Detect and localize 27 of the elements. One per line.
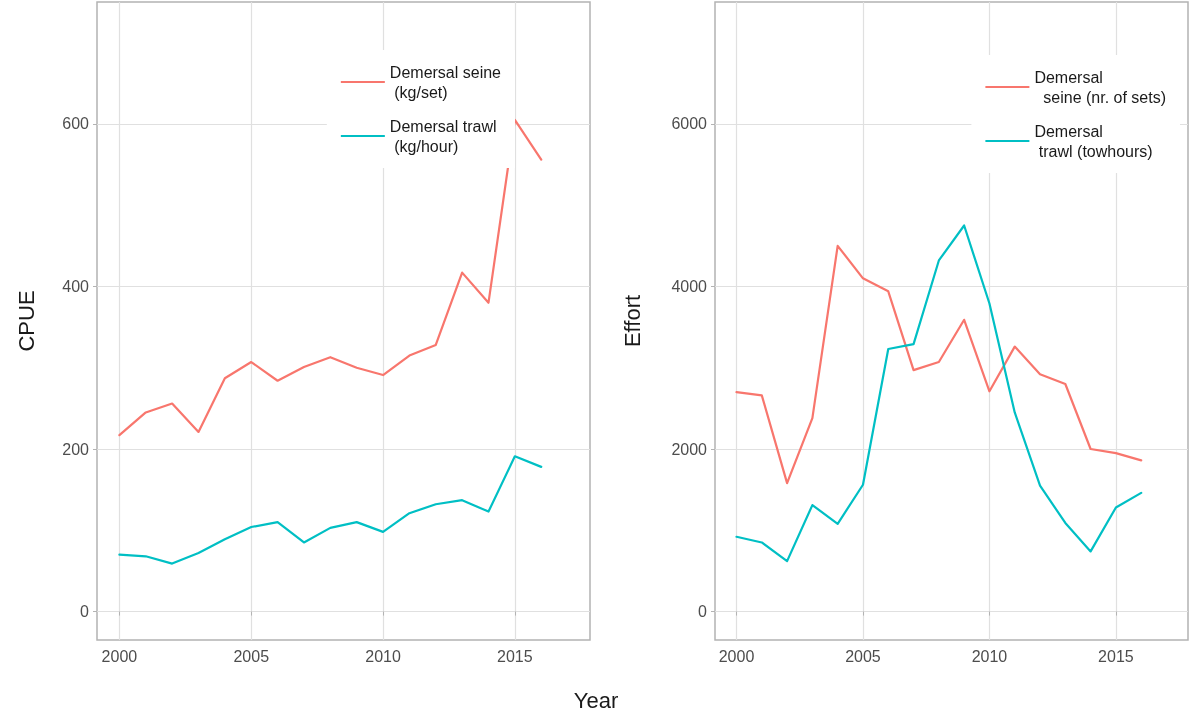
x-tick-label: 2010 (971, 647, 1008, 665)
y-tick-label: 200 (62, 440, 90, 458)
y-tick-label: 2000 (671, 440, 708, 458)
line-series (735, 224, 1143, 563)
y-tick-label: 6000 (671, 115, 708, 133)
y-tick-label: 400 (62, 277, 90, 295)
x-tick-label: 2005 (845, 647, 881, 665)
y-tick-label: 600 (62, 115, 90, 133)
legend-label: Demersal trawl (kg/hour) (389, 117, 497, 155)
y-tick-label: 0 (80, 603, 90, 621)
x-tick-label: 2000 (718, 647, 755, 665)
line-series (735, 244, 1143, 485)
y-axis-title: CPUE (13, 290, 39, 352)
line-series (118, 455, 543, 565)
legend-label: Demersal seine (nr. of sets) (1034, 68, 1166, 106)
line-series (118, 118, 543, 437)
x-tick-label: 2000 (101, 647, 138, 665)
y-tick-label: 4000 (671, 277, 708, 295)
legend-label: Demersal seine (kg/set) (389, 63, 502, 101)
x-tick-label: 2005 (233, 647, 270, 665)
y-tick-label: 0 (698, 603, 708, 621)
x-tick-label: 2015 (497, 647, 533, 665)
x-tick-label: 2015 (1098, 647, 1134, 665)
legend-label: Demersal trawl (towhours) (1034, 122, 1153, 160)
x-axis-title: Year (573, 688, 619, 713)
y-axis-title: Effort (619, 294, 645, 348)
x-tick-label: 2010 (365, 647, 401, 665)
